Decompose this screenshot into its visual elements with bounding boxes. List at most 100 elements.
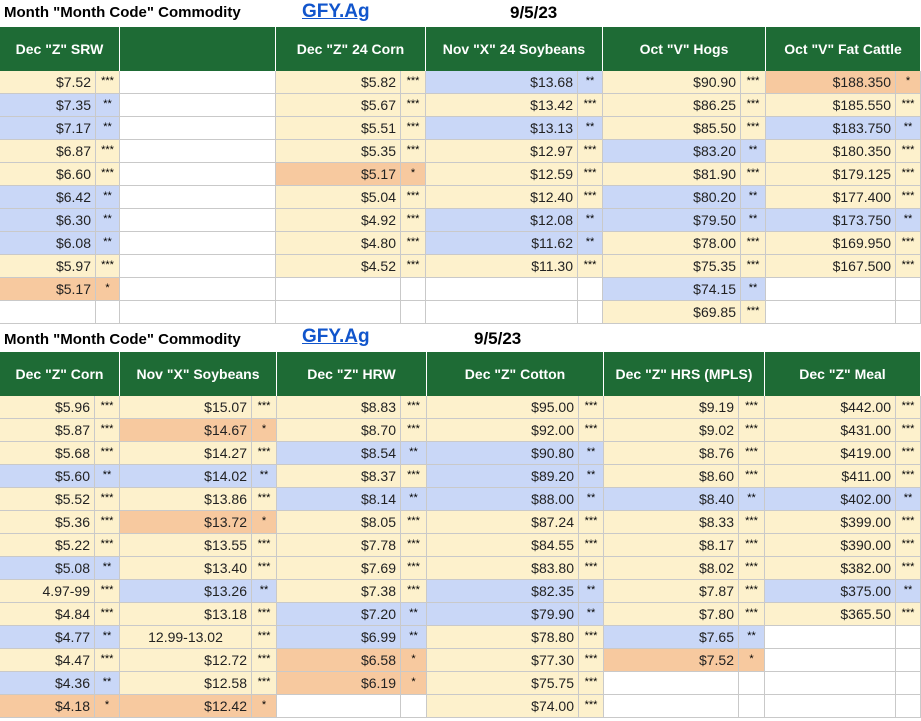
rating-cell[interactable]	[896, 649, 921, 672]
rating-cell[interactable]: ***	[579, 626, 604, 649]
rating-cell[interactable]: **	[96, 209, 120, 232]
rating-cell[interactable]: **	[896, 117, 921, 140]
rating-cell[interactable]: **	[579, 465, 604, 488]
price-cell[interactable]: $85.50	[603, 117, 741, 140]
price-cell[interactable]: $179.125	[766, 163, 896, 186]
price-cell[interactable]: $431.00	[765, 419, 896, 442]
rating-cell[interactable]: ***	[739, 419, 765, 442]
rating-cell[interactable]: ***	[95, 442, 120, 465]
price-cell[interactable]: $5.17	[0, 278, 96, 301]
price-cell[interactable]: $4.77	[0, 626, 95, 649]
rating-cell[interactable]	[96, 301, 120, 324]
rating-cell[interactable]: ***	[896, 419, 921, 442]
price-cell[interactable]: $14.02	[120, 465, 252, 488]
rating-cell[interactable]: *	[96, 278, 120, 301]
rating-cell[interactable]: ***	[95, 396, 120, 419]
rating-cell[interactable]: *	[401, 672, 427, 695]
rating-cell[interactable]	[896, 301, 921, 324]
price-cell[interactable]: $183.750	[766, 117, 896, 140]
rating-cell[interactable]: ***	[401, 534, 427, 557]
price-cell[interactable]: $5.51	[276, 117, 401, 140]
price-cell[interactable]: $442.00	[765, 396, 896, 419]
rating-cell[interactable]: ***	[401, 557, 427, 580]
rating-cell[interactable]: ***	[401, 232, 426, 255]
rating-cell[interactable]: ***	[739, 580, 765, 603]
price-cell[interactable]: $13.55	[120, 534, 252, 557]
price-cell[interactable]: $8.40	[604, 488, 739, 511]
price-cell[interactable]: $13.68	[426, 71, 578, 94]
rating-cell[interactable]: ***	[95, 580, 120, 603]
rating-cell[interactable]	[896, 672, 921, 695]
price-cell[interactable]: $11.30	[426, 255, 578, 278]
price-cell[interactable]: $7.52	[0, 71, 96, 94]
rating-cell[interactable]: **	[96, 186, 120, 209]
price-cell[interactable]: $75.35	[603, 255, 741, 278]
rating-cell[interactable]: ***	[741, 301, 766, 324]
price-cell[interactable]: $83.80	[427, 557, 579, 580]
price-cell[interactable]: $8.02	[604, 557, 739, 580]
price-cell[interactable]: $5.96	[0, 396, 95, 419]
rating-cell[interactable]: ***	[739, 511, 765, 534]
rating-cell[interactable]: ***	[896, 442, 921, 465]
price-cell[interactable]: $77.30	[427, 649, 579, 672]
price-cell[interactable]: $411.00	[765, 465, 896, 488]
price-cell[interactable]: $12.58	[120, 672, 252, 695]
rating-cell[interactable]: ***	[579, 534, 604, 557]
price-cell[interactable]: $12.59	[426, 163, 578, 186]
price-cell[interactable]: $13.72	[120, 511, 252, 534]
rating-cell[interactable]: ***	[896, 94, 921, 117]
rating-cell[interactable]: ***	[896, 255, 921, 278]
price-cell[interactable]: $8.17	[604, 534, 739, 557]
price-cell[interactable]: $4.84	[0, 603, 95, 626]
price-cell[interactable]: $7.87	[604, 580, 739, 603]
price-cell[interactable]: $5.87	[0, 419, 95, 442]
price-cell[interactable]: 4.97-99	[0, 580, 95, 603]
price-cell[interactable]: $7.20	[277, 603, 401, 626]
price-cell[interactable]: $7.69	[277, 557, 401, 580]
price-cell[interactable]: $89.20	[427, 465, 579, 488]
rating-cell[interactable]: **	[741, 186, 766, 209]
price-cell[interactable]	[604, 672, 739, 695]
price-cell[interactable]: $402.00	[765, 488, 896, 511]
rating-cell[interactable]: ***	[579, 672, 604, 695]
rating-cell[interactable]: **	[739, 626, 765, 649]
price-cell[interactable]: $74.15	[603, 278, 741, 301]
rating-cell[interactable]: ***	[401, 209, 426, 232]
rating-cell[interactable]: ***	[896, 557, 921, 580]
rating-cell[interactable]: ***	[95, 603, 120, 626]
rating-cell[interactable]: ***	[95, 534, 120, 557]
price-cell[interactable]: $167.500	[766, 255, 896, 278]
price-cell[interactable]	[120, 232, 276, 255]
price-cell[interactable]: $419.00	[765, 442, 896, 465]
price-cell[interactable]	[604, 695, 739, 718]
rating-cell[interactable]: *	[401, 649, 427, 672]
price-cell[interactable]: $180.350	[766, 140, 896, 163]
price-cell[interactable]	[120, 301, 276, 324]
rating-cell[interactable]: ***	[739, 442, 765, 465]
rating-cell[interactable]: ***	[401, 117, 426, 140]
price-cell[interactable]: $82.35	[427, 580, 579, 603]
rating-cell[interactable]: **	[741, 209, 766, 232]
price-cell[interactable]: $7.78	[277, 534, 401, 557]
rating-cell[interactable]: **	[401, 442, 427, 465]
price-cell[interactable]: $4.36	[0, 672, 95, 695]
rating-cell[interactable]	[739, 695, 765, 718]
rating-cell[interactable]: ***	[741, 255, 766, 278]
rating-cell[interactable]: ***	[896, 603, 921, 626]
price-cell[interactable]: $8.83	[277, 396, 401, 419]
price-cell[interactable]: $6.08	[0, 232, 96, 255]
rating-cell[interactable]: ***	[741, 94, 766, 117]
rating-cell[interactable]	[896, 278, 921, 301]
price-cell[interactable]: $9.19	[604, 396, 739, 419]
price-cell[interactable]: $86.25	[603, 94, 741, 117]
rating-cell[interactable]: ***	[579, 649, 604, 672]
price-cell[interactable]: $7.52	[604, 649, 739, 672]
price-cell[interactable]: $4.80	[276, 232, 401, 255]
rating-cell[interactable]	[401, 695, 427, 718]
price-cell[interactable]	[426, 278, 578, 301]
price-cell[interactable]: $13.18	[120, 603, 252, 626]
price-cell[interactable]	[765, 626, 896, 649]
price-cell[interactable]: $15.07	[120, 396, 252, 419]
price-cell[interactable]: $69.85	[603, 301, 741, 324]
rating-cell[interactable]: **	[578, 232, 603, 255]
